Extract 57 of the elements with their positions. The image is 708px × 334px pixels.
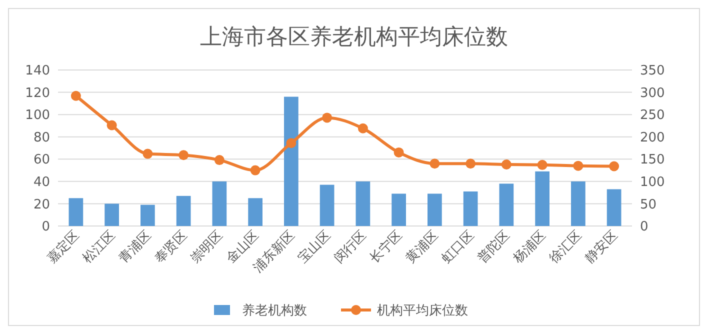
y2-tick-label: 300 — [640, 86, 665, 101]
x-tick-label: 宝山区 — [295, 228, 334, 266]
bar — [320, 184, 334, 226]
point — [466, 158, 476, 169]
point — [430, 158, 440, 169]
y-tick-label: 100 — [25, 108, 50, 124]
y-tick-label: 40 — [33, 174, 50, 190]
y2-tick-label: 50 — [640, 197, 657, 212]
point — [70, 90, 81, 101]
chart-title: 上海市各区养老机构平均床位数 — [200, 25, 508, 50]
y2-tick-label: 250 — [640, 108, 665, 124]
bar — [356, 181, 370, 226]
point — [322, 112, 332, 123]
point — [573, 160, 584, 171]
bar — [499, 184, 514, 226]
bar — [140, 204, 155, 226]
point — [537, 160, 548, 170]
x-tick-label: 崇明区 — [188, 228, 226, 266]
bar — [248, 198, 262, 226]
bar — [104, 204, 119, 226]
bar — [463, 191, 478, 226]
point — [106, 120, 117, 130]
point — [214, 155, 224, 166]
point — [358, 123, 368, 134]
point — [250, 165, 260, 176]
y-tick-label: 0 — [42, 220, 50, 235]
y-tick-label: 140 — [25, 64, 50, 79]
legend-label: 机构平均床位数 — [377, 304, 468, 319]
bar — [535, 171, 550, 226]
y2-tick-label: 150 — [640, 152, 665, 168]
y2-tick-label: 100 — [640, 174, 665, 190]
y2-tick-label: 350 — [640, 64, 665, 79]
x-tick-label: 青浦区 — [116, 228, 155, 266]
y-tick-label: 60 — [33, 152, 50, 168]
x-tick-label: 奉贤区 — [152, 228, 190, 266]
y2-tick-label: 0 — [640, 220, 648, 235]
point — [609, 161, 620, 172]
bar — [606, 189, 622, 226]
bar — [284, 96, 298, 226]
legend-label: 养老机构数 — [242, 302, 307, 319]
bar — [68, 198, 84, 226]
bar — [571, 181, 586, 226]
point — [286, 138, 296, 148]
y-tick-label: 20 — [33, 197, 50, 212]
point — [142, 148, 153, 159]
y2-tick-label: 200 — [640, 130, 665, 146]
point — [501, 159, 512, 170]
bar — [176, 196, 191, 226]
bar — [428, 194, 442, 226]
y-tick-label: 120 — [25, 86, 50, 101]
point — [178, 150, 189, 160]
point — [394, 147, 404, 158]
y-tick-label: 80 — [33, 130, 50, 146]
bar — [392, 194, 406, 226]
x-tick-label: 松江区 — [80, 228, 119, 266]
x-tick-label: 黄浦区 — [403, 228, 442, 266]
bar — [212, 181, 227, 226]
